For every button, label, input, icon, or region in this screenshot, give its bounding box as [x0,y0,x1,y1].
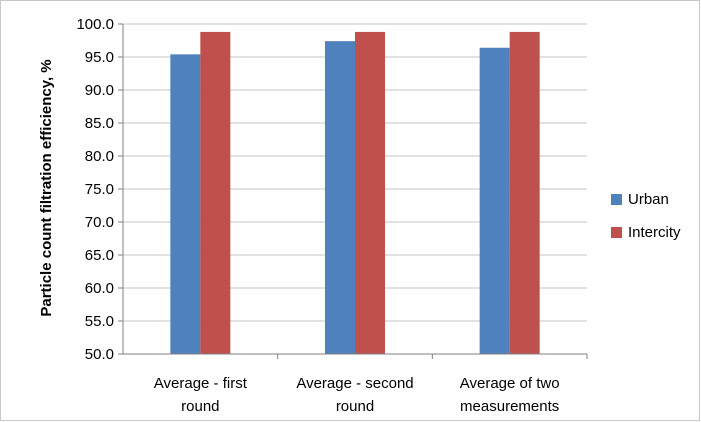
y-axis-title: Particle count filtration efficiency, % [38,59,55,316]
x-category-label: Average - second round [296,375,413,415]
y-tick-label: 75.0 [85,181,114,198]
bar-urban-2 [325,41,355,354]
y-tick-label: 70.0 [85,214,114,231]
legend-label-intercity: Intercity [628,224,681,241]
bar-urban-3 [479,47,510,354]
bar-intercity-2 [355,31,385,354]
x-category-labels: Average - first round Average - second roun… [154,375,560,415]
y-tick-label: 85.0 [85,115,114,132]
legend-label-urban: Urban [628,191,669,208]
y-tick-label: 60.0 [85,280,114,297]
bar-intercity-1 [200,31,231,354]
bars [170,31,540,355]
bar-urban-1 [170,54,201,355]
x-category-label: Average - first round [154,375,248,415]
x-category-label: Average of two measurements [460,375,560,415]
legend-swatch-urban [611,194,622,205]
y-tick-label: 55.0 [85,313,114,330]
y-tick-label: 100.0 [76,16,114,33]
bar-intercity-3 [509,31,540,354]
y-tick-label: 50.0 [85,346,114,363]
y-tick-label: 65.0 [85,247,114,264]
y-tick-label: 90.0 [85,82,114,99]
y-tick-label: 80.0 [85,148,114,165]
y-tick-labels: 50.0 55.0 60.0 65.0 70.0 75.0 80.0 85.0 90.0 95.0… [76,16,114,363]
legend: Urban Intercity [611,191,681,241]
axes [118,23,588,359]
y-tick-label: 95.0 [85,49,114,66]
legend-swatch-intercity [611,227,622,238]
